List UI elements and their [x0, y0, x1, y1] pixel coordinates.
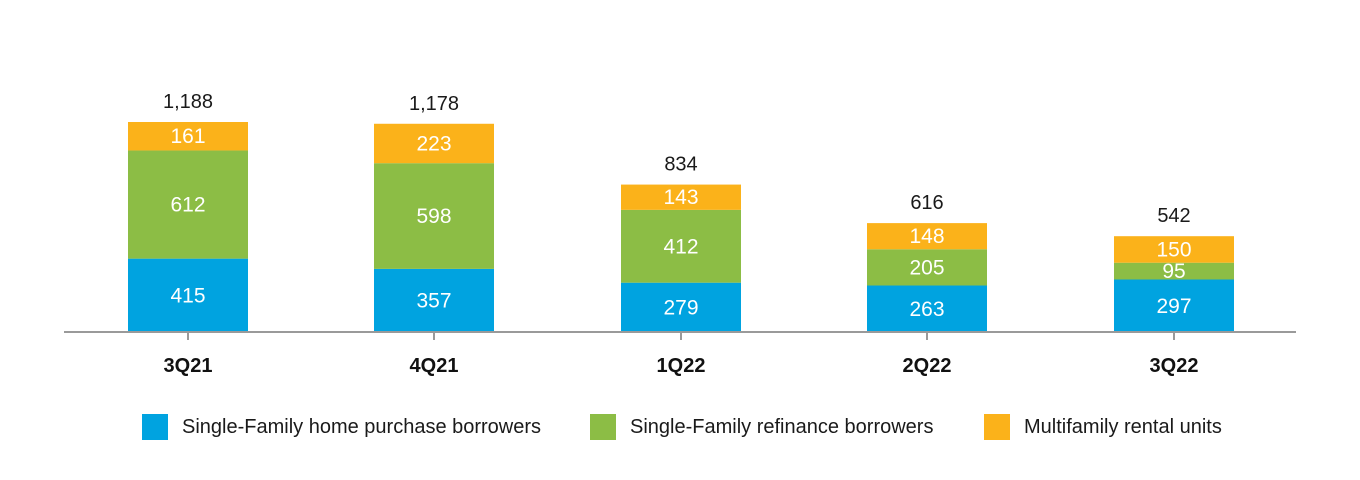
total-label-3q22: 542 — [1157, 205, 1190, 227]
total-label-3q21: 1,188 — [163, 91, 213, 113]
bar-segment-refinance-4q21 — [374, 163, 494, 269]
x-axis-ticks: 3Q21 4Q21 1Q22 2Q22 3Q22 — [164, 332, 1199, 377]
bar-segment-refinance-3q21 — [128, 150, 248, 259]
bar-segment-home-purchase-3q22 — [1114, 279, 1234, 332]
legend-label-home-purchase: Single-Family home purchase borrowers — [182, 415, 542, 438]
x-tick-label-1q22: 1Q22 — [657, 355, 706, 377]
legend-swatch-multifamily — [984, 414, 1010, 440]
bar-segment-multifamily-3q21 — [128, 122, 248, 151]
data-label-home-purchase-1q22: 279 — [663, 296, 698, 319]
total-label-2q22: 616 — [910, 192, 943, 214]
bar-segment-multifamily-2q22 — [867, 223, 987, 250]
bar-segment-home-purchase-3q21 — [128, 258, 248, 332]
data-label-home-purchase-4q21: 357 — [416, 289, 451, 312]
data-label-home-purchase-3q21: 415 — [170, 284, 205, 307]
data-label-home-purchase-2q22: 263 — [909, 298, 944, 321]
bars-group: 415 612 161 1,188 357 598 223 1,178 279 412 143 834… — [128, 91, 1234, 332]
legend-item-home-purchase: Single-Family home purchase borrowers — [142, 414, 541, 440]
data-label-refinance-2q22: 205 — [909, 256, 944, 279]
data-label-multifamily-2q22: 148 — [909, 225, 944, 248]
bar-segment-refinance-1q22 — [621, 209, 741, 283]
legend-item-refinance: Single-Family refinance borrowers — [590, 414, 933, 440]
bar-segment-home-purchase-2q22 — [867, 285, 987, 332]
stacked-bar-chart: 415 612 161 1,188 357 598 223 1,178 279 412 143 834… — [64, 91, 1296, 377]
legend-swatch-refinance — [590, 414, 616, 440]
total-label-1q22: 834 — [664, 154, 697, 176]
bar-segment-multifamily-4q21 — [374, 123, 494, 164]
bar-segment-multifamily-3q22 — [1114, 236, 1234, 263]
data-label-multifamily-3q21: 161 — [170, 125, 205, 148]
bar-segment-refinance-2q22 — [867, 249, 987, 286]
legend: Single-Family home purchase borrowers Si… — [0, 414, 1360, 448]
data-label-home-purchase-3q22: 297 — [1156, 295, 1191, 318]
legend-label-refinance: Single-Family refinance borrowers — [630, 415, 934, 438]
x-tick-label-2q22: 2Q22 — [903, 355, 952, 377]
data-label-refinance-1q22: 412 — [663, 235, 698, 258]
legend-item-multifamily: Multifamily rental units — [984, 414, 1222, 440]
data-label-multifamily-3q22: 150 — [1156, 238, 1191, 261]
x-tick-label-3q21: 3Q21 — [164, 355, 213, 377]
legend-swatch-home-purchase — [142, 414, 168, 440]
data-label-multifamily-4q21: 223 — [416, 132, 451, 155]
total-label-4q21: 1,178 — [409, 93, 459, 115]
legend-label-multifamily: Multifamily rental units — [1024, 415, 1222, 438]
bar-segment-multifamily-1q22 — [621, 184, 741, 210]
data-label-refinance-4q21: 598 — [416, 205, 451, 228]
data-label-refinance-3q21: 612 — [170, 194, 205, 217]
x-tick-label-4q21: 4Q21 — [410, 355, 459, 377]
data-label-multifamily-1q22: 143 — [663, 186, 698, 209]
data-label-refinance-3q22: 95 — [1162, 260, 1185, 283]
x-tick-label-3q22: 3Q22 — [1150, 355, 1199, 377]
bar-segment-home-purchase-1q22 — [621, 282, 741, 332]
bar-segment-home-purchase-4q21 — [374, 268, 494, 332]
bar-segment-refinance-3q22 — [1114, 262, 1234, 280]
